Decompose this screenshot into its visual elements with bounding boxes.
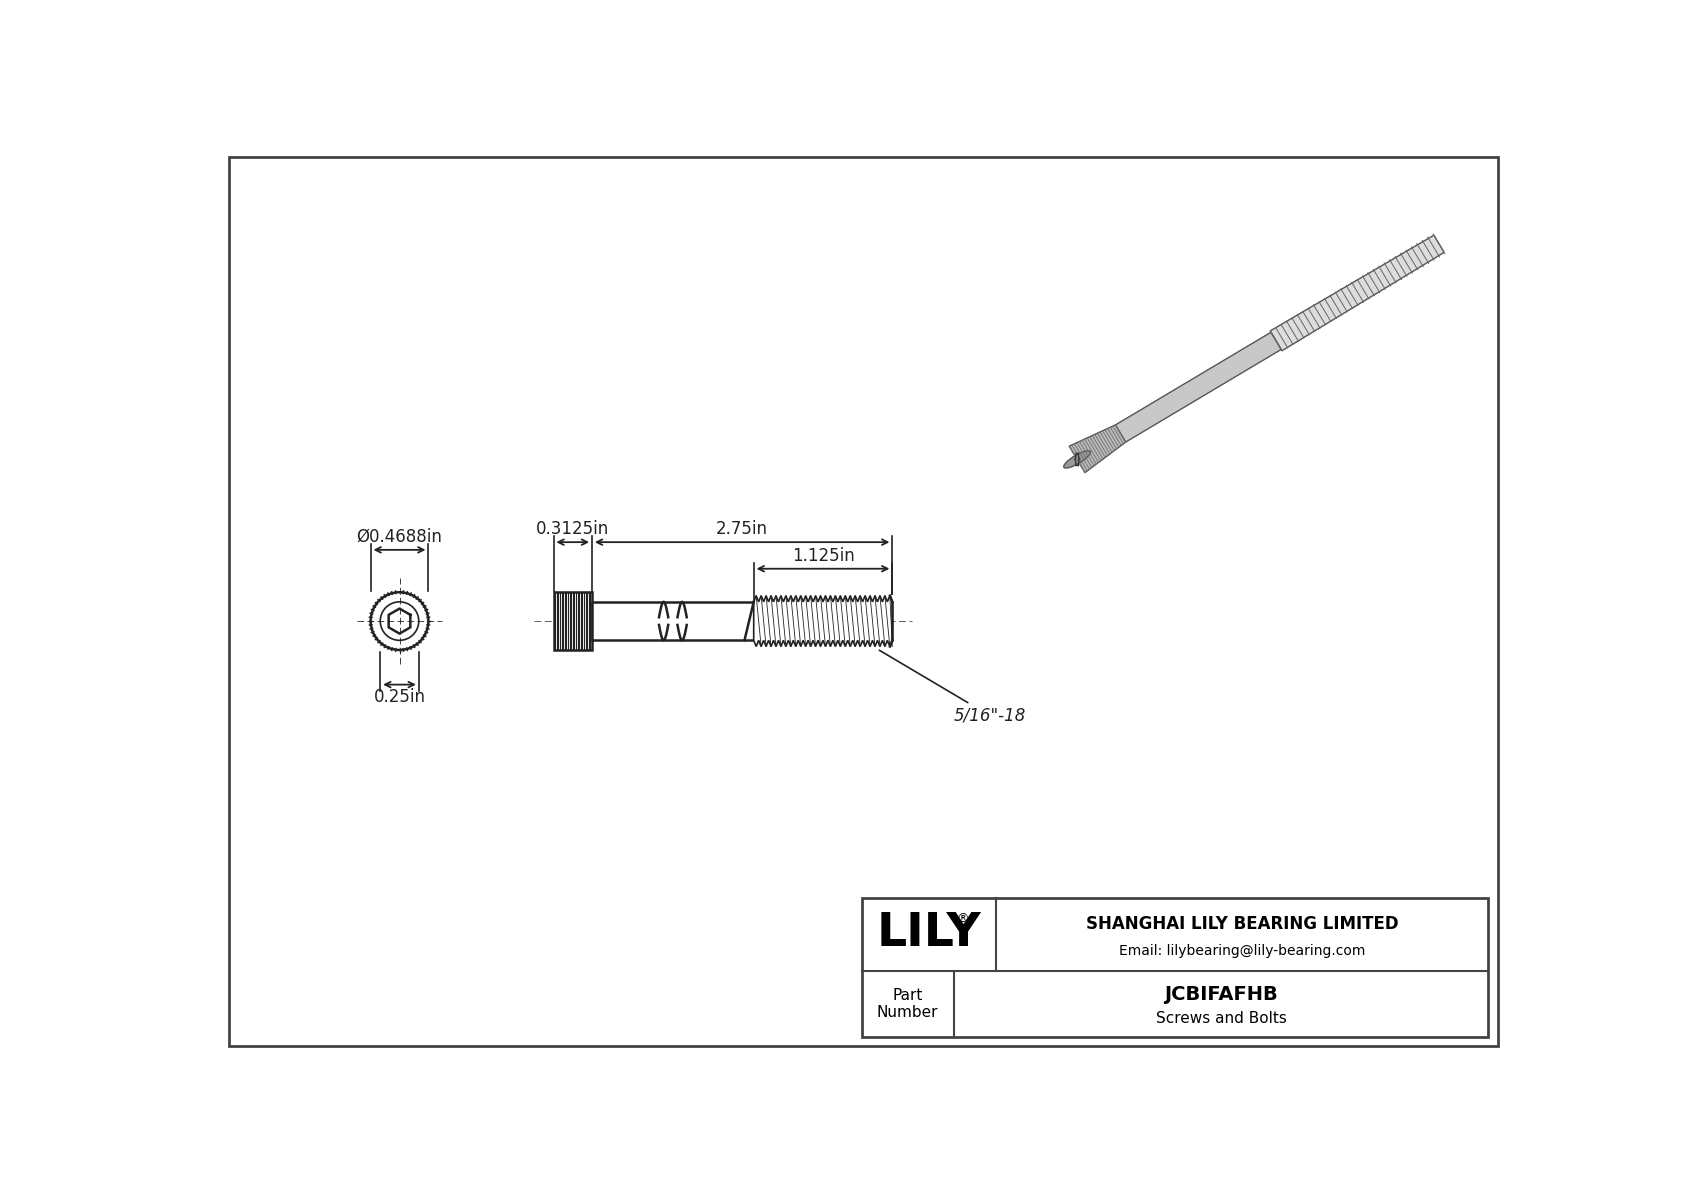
Ellipse shape bbox=[1064, 450, 1091, 468]
Text: Screws and Bolts: Screws and Bolts bbox=[1155, 1011, 1287, 1027]
Text: ®: ® bbox=[957, 912, 968, 925]
Polygon shape bbox=[754, 596, 893, 647]
Text: 0.25in: 0.25in bbox=[374, 688, 426, 706]
Text: Email: lilybearing@lily-bearing.com: Email: lilybearing@lily-bearing.com bbox=[1120, 944, 1366, 958]
Text: LILY: LILY bbox=[877, 911, 982, 956]
Text: JCBIFAFHB: JCBIFAFHB bbox=[1164, 985, 1278, 1004]
Bar bbox=[862, 898, 1489, 1037]
Text: Part
Number: Part Number bbox=[877, 989, 938, 1021]
Text: SHANGHAI LILY BEARING LIMITED: SHANGHAI LILY BEARING LIMITED bbox=[1086, 915, 1399, 933]
Text: 0.3125in: 0.3125in bbox=[536, 520, 610, 538]
Text: 5/16"-18: 5/16"-18 bbox=[879, 650, 1026, 725]
Text: Ø0.4688in: Ø0.4688in bbox=[357, 528, 443, 545]
Bar bbox=[554, 592, 593, 650]
Polygon shape bbox=[1069, 425, 1125, 473]
Text: 1.125in: 1.125in bbox=[791, 547, 854, 565]
Polygon shape bbox=[1270, 235, 1445, 350]
Bar bbox=[593, 601, 754, 641]
Text: 2.75in: 2.75in bbox=[716, 520, 768, 538]
Polygon shape bbox=[1115, 332, 1282, 442]
